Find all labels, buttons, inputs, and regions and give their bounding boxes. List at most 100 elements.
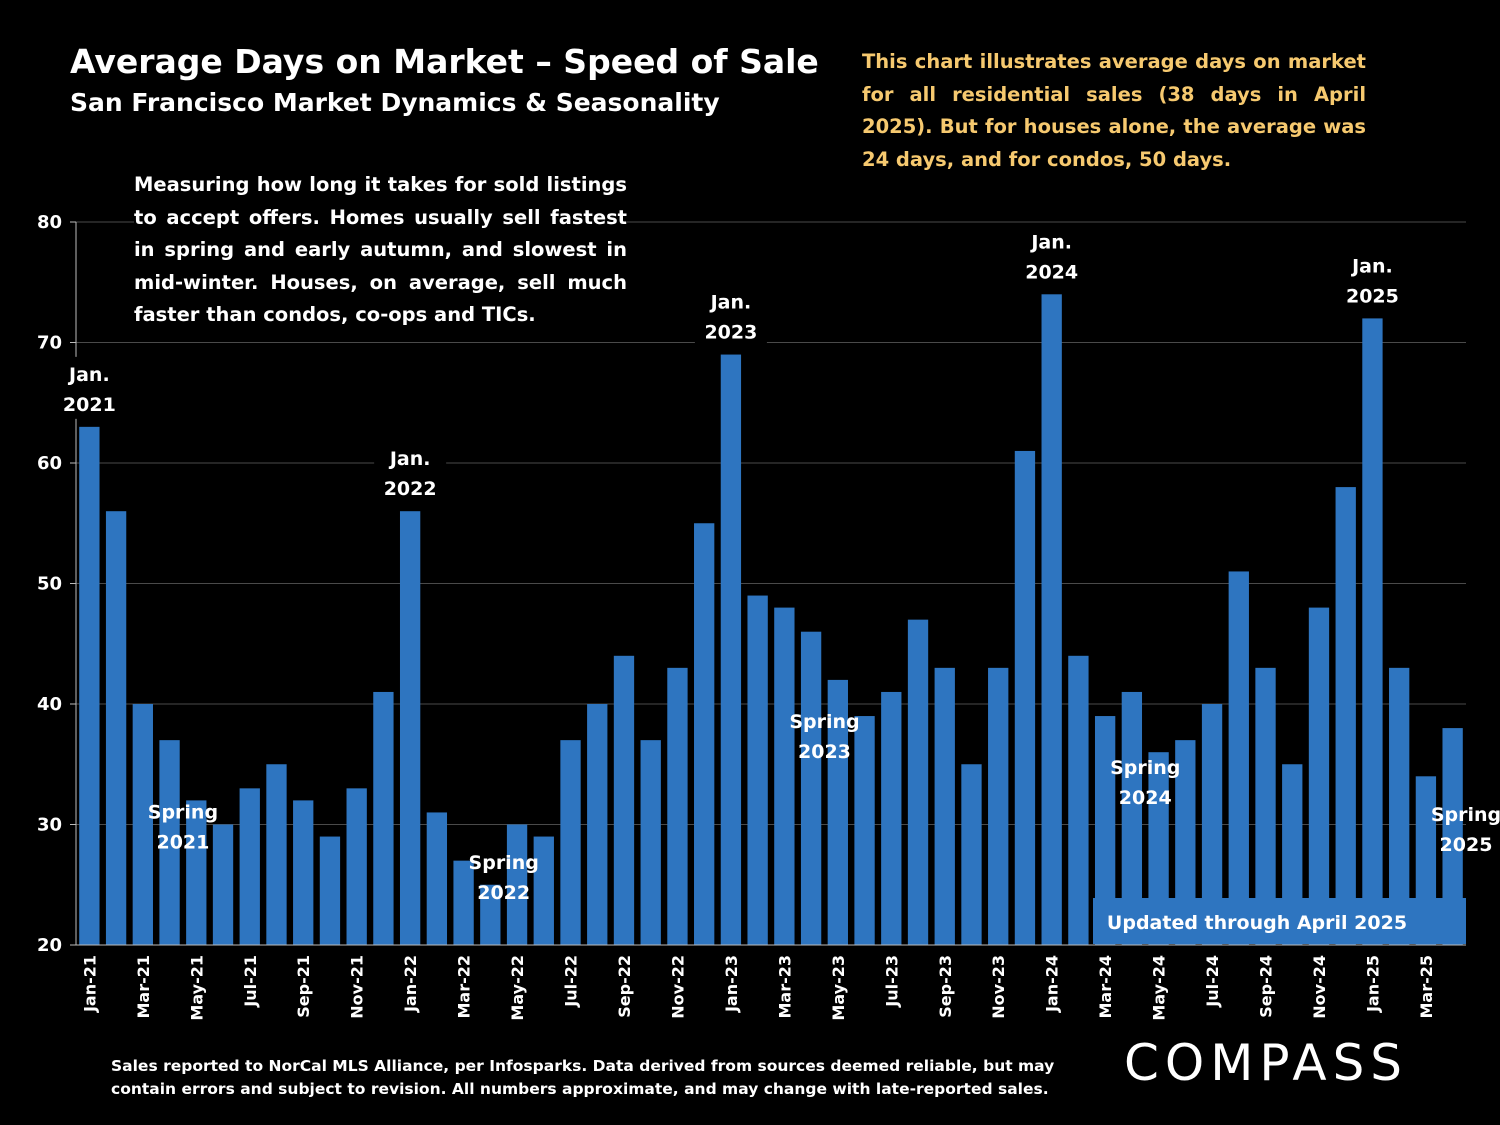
y-tick-label: 20: [37, 935, 62, 956]
x-tick-label: Mar-23: [775, 955, 794, 1019]
bar: [961, 764, 982, 945]
x-tick-label: Jan-24: [1043, 955, 1062, 1013]
x-tick-label: Jul-22: [562, 955, 581, 1008]
x-tick-label: Jan-22: [401, 955, 420, 1013]
bar: [186, 800, 207, 945]
bar: [293, 800, 314, 945]
bar: [1121, 691, 1143, 945]
annotation-line2: 2022: [477, 882, 530, 904]
annotation-line2: 2023: [798, 741, 851, 763]
y-tick-label: 80: [37, 212, 62, 233]
bar: [1442, 728, 1463, 945]
bar: [587, 704, 608, 945]
x-tick-label: Mar-21: [134, 955, 153, 1019]
bar: [266, 764, 287, 945]
annotation-line1: Spring: [789, 711, 859, 733]
bar: [506, 824, 528, 945]
x-tick-label: Nov-24: [1310, 955, 1329, 1019]
x-tick-label: May-23: [829, 955, 848, 1021]
annotation-line2: 2025: [1440, 834, 1493, 856]
annotation-line1: Jan.: [67, 364, 110, 386]
x-tick-label: Jul-23: [882, 955, 901, 1008]
y-tick-label: 40: [37, 694, 62, 715]
bar: [1255, 667, 1276, 945]
annotation-line1: Jan.: [1350, 255, 1393, 277]
bar: [881, 691, 902, 945]
bar: [453, 860, 474, 945]
compass-logo: COMPASS: [1124, 1034, 1409, 1092]
bar: [1014, 450, 1036, 945]
x-tick-label: May-22: [508, 955, 527, 1021]
bar: [533, 836, 554, 945]
x-tick-label: Jul-21: [241, 955, 260, 1008]
bars: [79, 294, 1463, 946]
footnote: Sales reported to NorCal MLS Alliance, p…: [111, 1057, 1055, 1098]
y-tick-label: 30: [37, 815, 62, 836]
annotation-bg: [1336, 248, 1409, 311]
x-tick-label: Nov-22: [668, 955, 687, 1019]
bar: [426, 812, 448, 945]
bar: [1201, 704, 1223, 945]
summary-note: This chart illustrates average days on m…: [862, 50, 1366, 171]
bar: [747, 595, 768, 945]
annotation-line1: Jan.: [388, 448, 431, 470]
bar: [1068, 655, 1089, 945]
x-tick-label: Sep-23: [936, 955, 955, 1018]
chart-subtitle: San Francisco Market Dynamics & Seasonal…: [70, 88, 720, 117]
y-axis-ticks: 20 30 40 50 60 70 80: [37, 212, 77, 956]
bar: [399, 511, 421, 945]
bar: [212, 824, 234, 945]
x-tick-label: Nov-23: [989, 955, 1008, 1019]
bar: [105, 511, 127, 945]
bar: [319, 836, 341, 945]
annotation-line1: Jan.: [709, 292, 752, 314]
bar: [373, 691, 394, 945]
x-tick-label: Sep-24: [1257, 955, 1276, 1018]
x-tick-label: Mar-22: [455, 955, 474, 1019]
annotation-line1: Spring: [1431, 804, 1500, 826]
bar: [132, 704, 153, 945]
annotation-bg: [694, 284, 767, 347]
bar: [560, 740, 581, 945]
x-tick-label: Jan-23: [722, 955, 741, 1013]
bar: [1362, 318, 1383, 945]
annotations: Jan. 2021 Jan. 2022 Jan. 2023 Jan. 2024 Jan. 2025…: [53, 224, 1500, 904]
bar: [159, 740, 180, 945]
annotation-line2: 2024: [1025, 261, 1078, 283]
x-tick-label: Sep-21: [294, 955, 313, 1018]
bar: [239, 788, 260, 945]
x-tick-label: Jul-24: [1203, 955, 1222, 1008]
x-tick-label: Jan-25: [1363, 955, 1382, 1013]
bar: [1228, 571, 1249, 945]
annotation-line2: 2021: [156, 832, 209, 854]
bar: [934, 667, 955, 945]
annotation-line2: 2024: [1119, 787, 1172, 809]
chart-title: Average Days on Market – Speed of Sale: [70, 42, 819, 81]
bar: [827, 679, 848, 945]
bar: [1148, 752, 1169, 945]
bar: [800, 631, 822, 945]
annotation-line1: Jan.: [1029, 231, 1072, 253]
annotation-bg: [1015, 224, 1088, 287]
x-tick-label: May-21: [187, 955, 206, 1021]
x-tick-label: Mar-24: [1096, 955, 1115, 1019]
annotation-line1: Spring: [148, 802, 218, 824]
bar: [1175, 740, 1196, 945]
updated-banner-bg: [1093, 898, 1466, 944]
x-tick-label: Mar-25: [1417, 955, 1436, 1019]
x-tick-label: Jan-21: [80, 955, 99, 1013]
bar: [694, 523, 715, 945]
bar: [854, 716, 875, 945]
x-axis-ticks: Jan-21 Mar-21 May-21 Jul-21 Sep-21 Nov-21 Jan-…: [76, 944, 1466, 1021]
annotation-line1: Spring: [469, 852, 539, 874]
annotation-line2: 2022: [384, 478, 437, 500]
updated-banner: Updated through April 2025: [1093, 898, 1466, 944]
bar: [79, 426, 100, 946]
bar: [667, 667, 688, 945]
bar: [907, 619, 929, 945]
annotation-line2: 2021: [63, 394, 116, 416]
bar: [1335, 487, 1356, 945]
y-tick-label: 60: [37, 453, 62, 474]
bar: [613, 655, 635, 945]
bar: [346, 788, 367, 945]
